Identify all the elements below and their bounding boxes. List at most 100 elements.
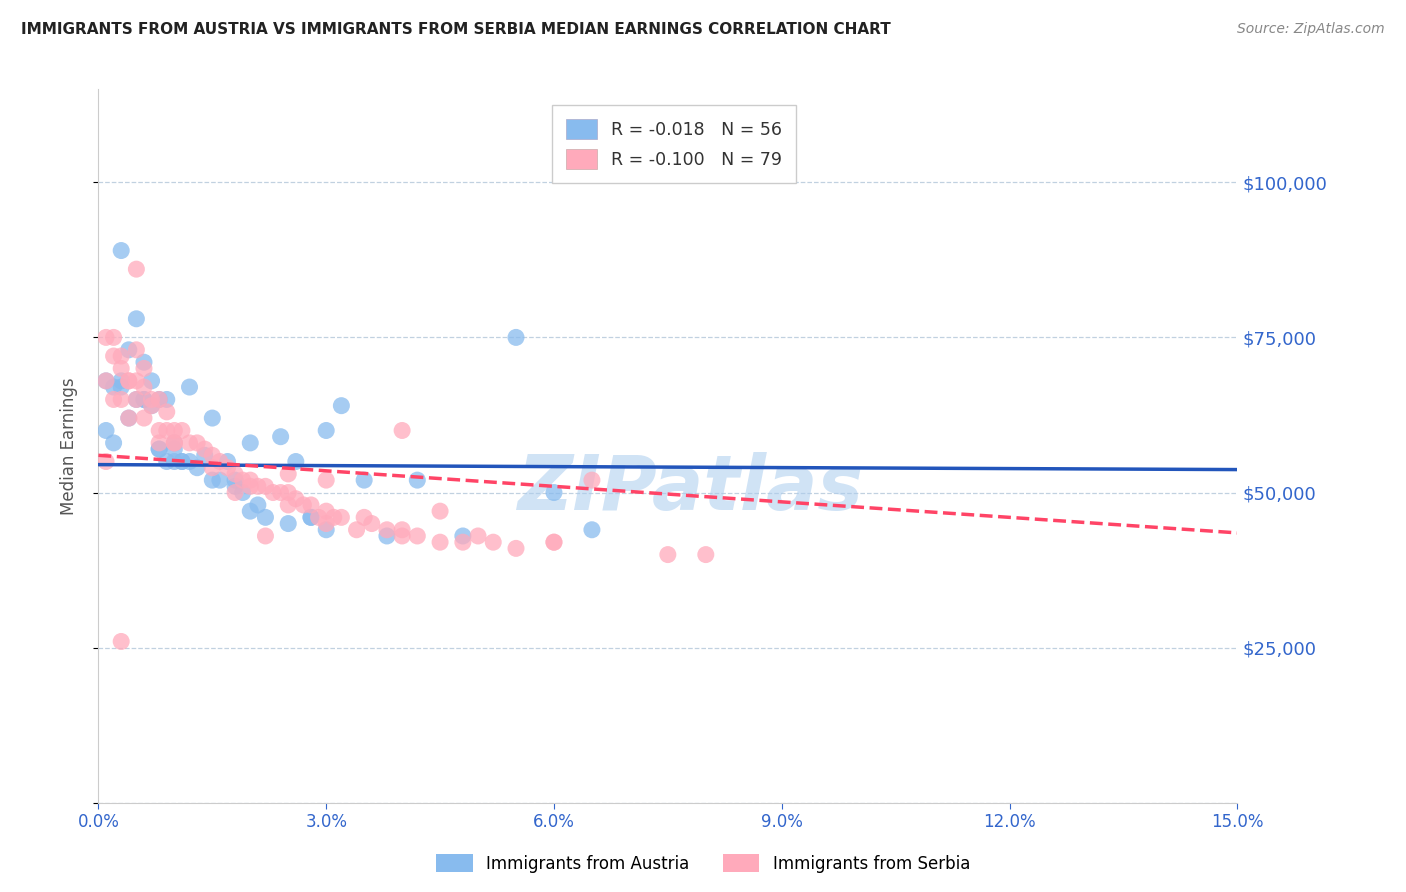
Point	[148, 424, 170, 438]
Point	[657, 548, 679, 562]
Text: Source: ZipAtlas.com: Source: ZipAtlas.com	[1237, 22, 1385, 37]
Point	[232, 473, 254, 487]
Point	[141, 399, 163, 413]
Point	[94, 454, 117, 468]
Point	[330, 510, 353, 524]
Point	[451, 529, 474, 543]
Point	[125, 262, 148, 277]
Point	[346, 523, 368, 537]
Point	[391, 523, 413, 537]
Point	[270, 485, 292, 500]
Point	[208, 473, 231, 487]
Point	[322, 510, 344, 524]
Point	[110, 361, 132, 376]
Point	[118, 343, 141, 357]
Point	[375, 523, 398, 537]
Point	[201, 411, 224, 425]
Point	[315, 424, 337, 438]
Point	[163, 454, 186, 468]
Point	[132, 392, 155, 407]
Point	[132, 411, 155, 425]
Point	[141, 374, 163, 388]
Point	[482, 535, 505, 549]
Point	[110, 392, 132, 407]
Point	[391, 529, 413, 543]
Point	[132, 392, 155, 407]
Point	[299, 498, 322, 512]
Legend: Immigrants from Austria, Immigrants from Serbia: Immigrants from Austria, Immigrants from…	[429, 847, 977, 880]
Point	[217, 454, 239, 468]
Point	[125, 392, 148, 407]
Point	[315, 516, 337, 531]
Point	[194, 442, 217, 456]
Point	[118, 411, 141, 425]
Point	[315, 523, 337, 537]
Point	[156, 405, 179, 419]
Point	[429, 535, 451, 549]
Point	[163, 442, 186, 456]
Point	[148, 442, 170, 456]
Point	[132, 380, 155, 394]
Point	[141, 399, 163, 413]
Point	[467, 529, 489, 543]
Point	[125, 311, 148, 326]
Point	[451, 535, 474, 549]
Point	[125, 374, 148, 388]
Point	[239, 436, 262, 450]
Point	[232, 485, 254, 500]
Point	[170, 454, 193, 468]
Point	[217, 460, 239, 475]
Text: ZIPatlas: ZIPatlas	[517, 452, 863, 525]
Point	[277, 485, 299, 500]
Point	[315, 473, 337, 487]
Point	[277, 498, 299, 512]
Point	[246, 479, 269, 493]
Point	[94, 374, 117, 388]
Point	[224, 473, 246, 487]
Point	[406, 473, 429, 487]
Point	[505, 541, 527, 556]
Point	[103, 380, 125, 394]
Point	[148, 436, 170, 450]
Point	[330, 399, 353, 413]
Point	[224, 479, 246, 493]
Point	[277, 467, 299, 481]
Point	[118, 411, 141, 425]
Point	[543, 535, 565, 549]
Point	[581, 523, 603, 537]
Point	[125, 343, 148, 357]
Legend: R = -0.018   N = 56, R = -0.100   N = 79: R = -0.018 N = 56, R = -0.100 N = 79	[553, 105, 796, 184]
Point	[110, 349, 132, 363]
Point	[94, 330, 117, 344]
Point	[94, 374, 117, 388]
Point	[505, 330, 527, 344]
Point	[224, 485, 246, 500]
Point	[315, 504, 337, 518]
Text: IMMIGRANTS FROM AUSTRIA VS IMMIGRANTS FROM SERBIA MEDIAN EARNINGS CORRELATION CH: IMMIGRANTS FROM AUSTRIA VS IMMIGRANTS FR…	[21, 22, 891, 37]
Point	[254, 479, 277, 493]
Point	[262, 485, 284, 500]
Point	[110, 374, 132, 388]
Point	[270, 430, 292, 444]
Point	[103, 330, 125, 344]
Point	[156, 424, 179, 438]
Point	[110, 634, 132, 648]
Point	[148, 392, 170, 407]
Point	[543, 485, 565, 500]
Point	[308, 510, 330, 524]
Point	[201, 473, 224, 487]
Point	[118, 374, 141, 388]
Point	[141, 392, 163, 407]
Point	[246, 498, 269, 512]
Point	[581, 473, 603, 487]
Point	[179, 454, 201, 468]
Point	[375, 529, 398, 543]
Point	[254, 510, 277, 524]
Point	[163, 424, 186, 438]
Point	[284, 454, 307, 468]
Point	[186, 460, 208, 475]
Point	[543, 535, 565, 549]
Point	[118, 374, 141, 388]
Point	[239, 479, 262, 493]
Point	[186, 436, 208, 450]
